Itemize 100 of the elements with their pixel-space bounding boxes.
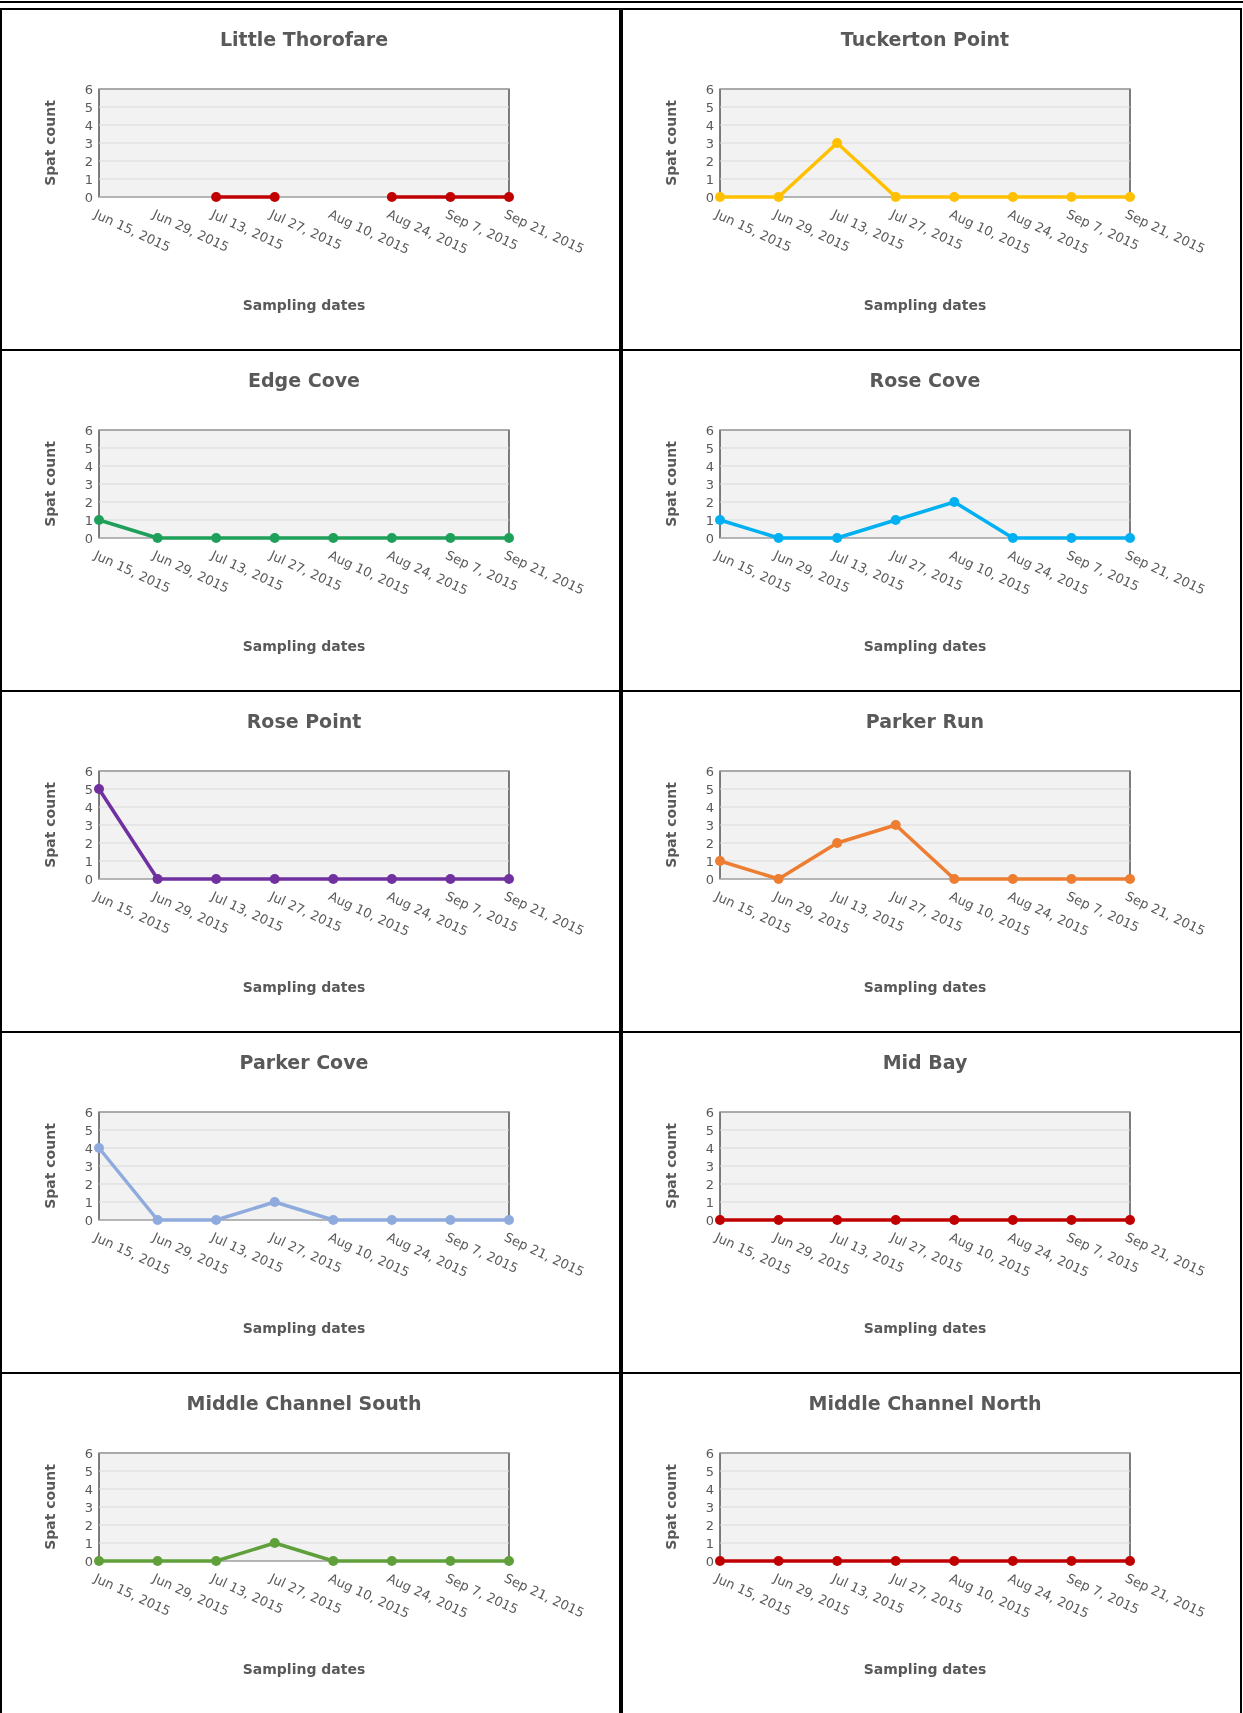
y-axis-title: Spat count [663,1122,679,1209]
y-axis-title: Spat count [663,440,679,527]
y-tick-label: 0 [84,530,93,546]
y-tick-label: 6 [84,1445,93,1461]
y-tick-label: 0 [705,871,714,887]
y-tick-label: 6 [84,763,93,779]
point [211,1215,222,1225]
point [269,1197,280,1207]
y-tick-label: 5 [705,1463,714,1479]
point [773,533,784,543]
y-tick-label: 4 [84,799,93,815]
y-tick-label: 2 [84,1176,93,1192]
y-tick-label: 5 [84,1122,93,1138]
point [832,533,843,543]
y-tick-label: 4 [705,458,714,474]
y-tick-label: 3 [705,1499,714,1515]
y-tick-label: 5 [84,781,93,797]
y-tick-label: 0 [84,871,93,887]
point [1125,533,1135,543]
y-tick-label: 2 [705,1176,714,1192]
y-tick-label: 3 [84,135,93,151]
chart-title: Rose Cove [869,369,981,391]
y-tick-label: 1 [705,171,714,187]
x-axis-title: Sampling dates [242,297,366,313]
chart-title: Parker Cove [239,1051,369,1073]
point [1125,874,1135,884]
x-axis-title: Sampling dates [863,1661,987,1677]
y-tick-label: 1 [705,512,714,528]
y-tick-label: 2 [84,1517,93,1533]
chart-title: Parker Run [865,710,985,732]
point [1007,533,1018,543]
y-tick-label: 4 [84,117,93,133]
point [890,515,901,525]
y-tick-label: 2 [705,494,714,510]
point [949,497,960,507]
y-tick-label: 4 [705,117,714,133]
y-tick-label: 0 [705,1212,714,1228]
y-tick-label: 0 [84,1212,93,1228]
chart-title: Mid Bay [882,1051,968,1073]
chart-title: Edge Cove [248,369,360,391]
x-axis-title: Sampling dates [863,1320,987,1336]
y-tick-label: 5 [84,440,93,456]
y-tick-label: 0 [84,1553,93,1569]
y-tick-label: 3 [84,476,93,492]
x-axis-title: Sampling dates [863,979,987,995]
point [445,1215,456,1225]
y-tick-label: 5 [705,781,714,797]
y-tick-label: 3 [705,817,714,833]
y-axis-title: Spat count [663,1463,679,1550]
y-tick-label: 1 [705,1535,714,1551]
y-tick-label: 0 [84,189,93,205]
point [328,1215,339,1225]
y-tick-label: 3 [705,1158,714,1174]
y-tick-label: 6 [705,1104,714,1120]
x-axis-title: Sampling dates [863,638,987,654]
y-tick-label: 5 [705,440,714,456]
y-tick-label: 3 [84,817,93,833]
x-axis-title: Sampling dates [242,1320,366,1336]
x-axis-title: Sampling dates [242,979,366,995]
chart-title: Rose Point [246,710,362,732]
chart-title: Tuckerton Point [840,28,1010,50]
y-tick-label: 4 [705,1481,714,1497]
y-axis-title: Spat count [42,1122,58,1209]
y-axis-title: Spat count [663,99,679,186]
y-tick-label: 0 [705,530,714,546]
point [832,838,843,848]
point [773,874,784,884]
y-tick-label: 4 [705,1140,714,1156]
x-axis-title: Sampling dates [863,297,987,313]
y-tick-label: 0 [705,189,714,205]
y-tick-label: 1 [84,512,93,528]
point [386,1215,397,1225]
chart-title: Middle Channel North [808,1392,1042,1414]
y-tick-label: 6 [705,763,714,779]
y-tick-label: 2 [705,1517,714,1533]
point [715,515,725,525]
y-tick-label: 6 [705,1445,714,1461]
y-tick-label: 6 [84,81,93,97]
point [1066,874,1077,884]
point [1007,874,1018,884]
y-tick-label: 4 [84,1140,93,1156]
y-tick-label: 5 [705,1122,714,1138]
point [152,1215,163,1225]
y-tick-label: 5 [84,99,93,115]
point [1066,533,1077,543]
y-axis-title: Spat count [42,99,58,186]
y-tick-label: 2 [84,153,93,169]
point [949,874,960,884]
chart-title: Middle Channel South [186,1392,422,1414]
y-tick-label: 4 [84,458,93,474]
y-tick-label: 0 [705,1553,714,1569]
y-tick-label: 3 [84,1158,93,1174]
y-tick-label: 4 [84,1481,93,1497]
y-tick-label: 1 [84,171,93,187]
y-tick-label: 6 [84,1104,93,1120]
point [715,856,725,866]
point [94,1143,104,1153]
y-axis-title: Spat count [663,781,679,868]
y-tick-label: 3 [705,476,714,492]
x-axis-title: Sampling dates [242,1661,366,1677]
